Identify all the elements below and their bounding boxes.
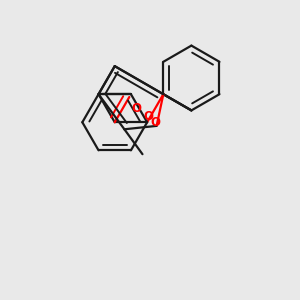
Text: O: O <box>151 116 161 129</box>
Text: O: O <box>132 101 142 115</box>
Text: O: O <box>143 110 153 123</box>
